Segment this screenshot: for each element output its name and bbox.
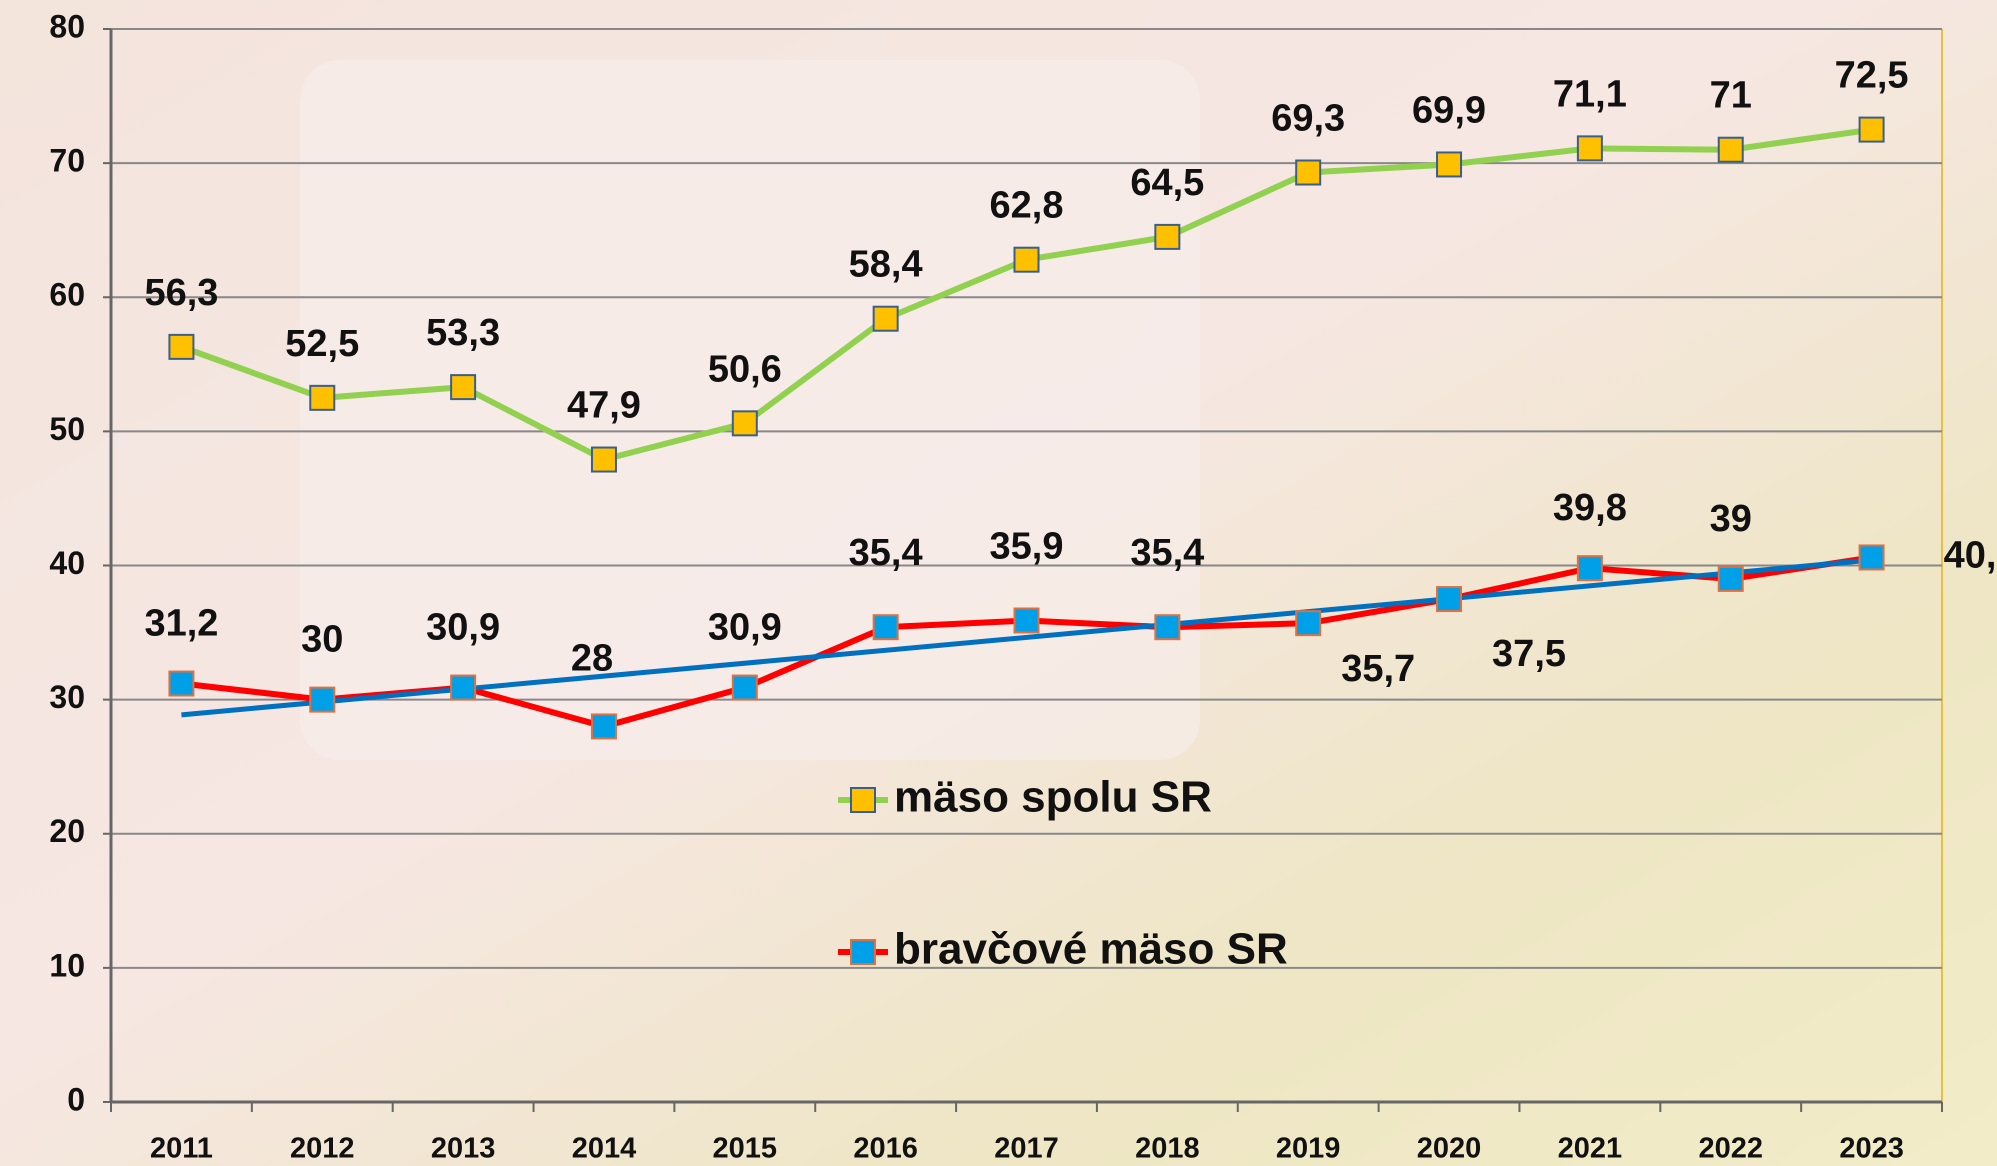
x-tick-label: 2022 [1698,1133,1763,1165]
marker [1860,118,1884,142]
background-shape [300,60,1200,760]
y-tick-label: 0 [67,1081,85,1117]
x-tick-label: 2012 [290,1133,355,1165]
x-tick-label: 2023 [1839,1133,1904,1165]
marker [592,714,616,738]
marker [310,688,334,712]
marker [1296,161,1320,185]
legend-marker [851,940,875,964]
marker [451,676,475,700]
marker [874,615,898,639]
y-tick-label: 50 [49,411,85,447]
marker [1578,556,1602,580]
data-label: 58,4 [849,244,923,286]
data-label: 30 [301,619,343,661]
data-label: 39,8 [1553,487,1627,529]
marker [1437,152,1461,176]
data-label: 37,5 [1492,633,1566,675]
data-label: 39 [1710,498,1752,540]
data-label: 30,9 [708,607,782,649]
marker [169,672,193,696]
marker [874,307,898,331]
marker [451,375,475,399]
y-tick-label: 20 [49,813,85,849]
x-tick-label: 2011 [150,1133,213,1165]
data-label: 56,3 [144,272,218,314]
x-tick-label: 2014 [572,1133,637,1165]
marker [1155,225,1179,249]
data-label: 35,4 [1130,532,1204,574]
y-tick-label: 40 [49,545,85,581]
x-tick-label: 2016 [853,1133,918,1165]
data-label: 71,1 [1553,73,1627,115]
data-label: 72,5 [1835,55,1909,97]
marker [1155,615,1179,639]
x-tick-label: 2020 [1417,1133,1482,1165]
x-tick-label: 2019 [1276,1133,1341,1165]
data-label: 62,8 [990,185,1064,227]
y-tick-label: 70 [49,143,85,179]
data-label: 35,7 [1341,648,1415,690]
marker [1296,611,1320,635]
marker [1719,138,1743,162]
marker [592,448,616,472]
data-label: 31,2 [144,603,218,645]
marker [310,386,334,410]
y-tick-label: 80 [49,8,85,44]
data-label: 53,3 [426,312,500,354]
x-tick-label: 2021 [1558,1133,1623,1165]
marker [1578,136,1602,160]
data-label: 35,9 [990,526,1064,568]
x-tick-label: 2015 [713,1133,778,1165]
data-label: 69,3 [1271,98,1345,140]
data-label: 47,9 [567,385,641,427]
y-tick-label: 30 [49,679,85,715]
legend-label: mäso spolu SR [894,773,1212,822]
y-tick-label: 10 [49,947,85,983]
marker [1437,587,1461,611]
marker [1015,248,1039,272]
x-tick-label: 2013 [431,1133,496,1165]
marker [1719,567,1743,591]
legend-label: bravčové mäso SR [894,925,1288,974]
marker [733,676,757,700]
data-label: 69,9 [1412,89,1486,131]
x-tick-label: 2018 [1135,1133,1200,1165]
data-label: 35,4 [849,532,923,574]
data-label: 71 [1710,75,1752,117]
marker [1015,608,1039,632]
marker [733,411,757,435]
y-tick-label: 60 [49,277,85,313]
data-label: 28 [571,637,613,679]
x-tick-label: 2017 [994,1133,1059,1165]
chart: 0 10 20 30 40 50 60 70 80 2011 2012 2013 2014 2015 201… [0,0,1997,1166]
data-label: 52,5 [285,323,359,365]
data-label: 64,5 [1130,162,1204,204]
legend-marker [851,788,875,812]
data-label: 50,6 [708,348,782,390]
data-label: 30,9 [426,607,500,649]
marker [1860,545,1884,569]
data-label: 40,6 [1944,534,1997,576]
marker [169,335,193,359]
